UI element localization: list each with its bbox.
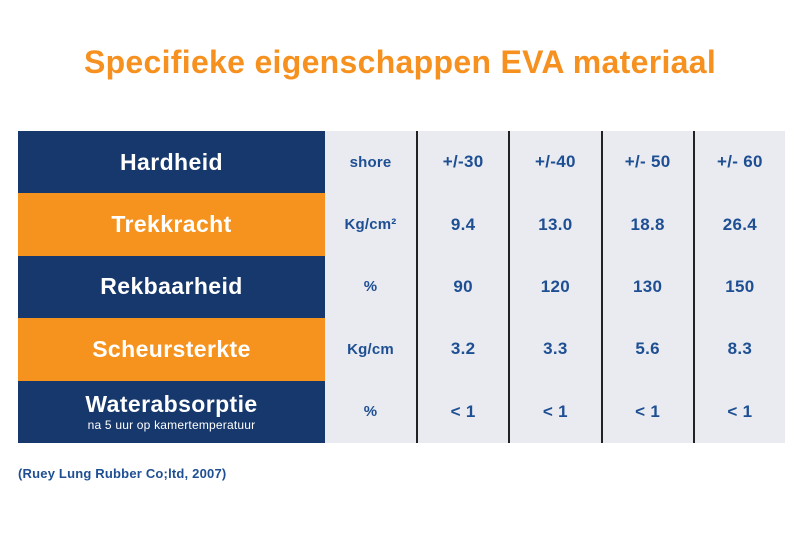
unit-cell: shore [325, 131, 416, 194]
row-label-text: Scheursterkte [92, 335, 251, 362]
unit-cell: Kg/cm [325, 318, 416, 381]
row-sublabel: na 5 uur op kamertemperatuur [87, 417, 256, 432]
row-label: Trekkracht [18, 193, 325, 256]
value-cell: < 1 [600, 380, 693, 443]
value-cell: +/- 50 [600, 131, 693, 194]
value-cell: 9.4 [416, 193, 509, 256]
row-label: Scheursterkte [18, 318, 325, 381]
unit-cell: Kg/cm² [325, 193, 416, 256]
value-cell: 18.8 [600, 193, 693, 256]
value-cell: +/-30 [416, 131, 509, 194]
value-cell: 3.2 [416, 318, 509, 381]
value-cell: 130 [600, 255, 693, 319]
value-cell: 13.0 [508, 193, 601, 256]
page-title: Specifieke eigenschappen EVA materiaal [83, 44, 717, 80]
value-cell: +/- 60 [692, 131, 785, 194]
value-cell: 5.6 [600, 318, 693, 381]
value-cell: 26.4 [692, 193, 785, 256]
row-label-text: Waterabsorptie [85, 390, 258, 417]
row-label: Waterabsorptie na 5 uur op kamertemperatu… [18, 380, 325, 443]
value-cell: < 1 [416, 380, 509, 443]
source-citation: (Ruey Lung Rubber Co;ltd, 2007) [18, 466, 227, 481]
row-label-text: Trekkracht [111, 210, 232, 237]
row-label: Hardheid [18, 131, 325, 194]
value-cell: 8.3 [692, 318, 785, 381]
value-cell: 90 [416, 255, 509, 319]
value-cell: 120 [508, 255, 601, 319]
value-cell: < 1 [692, 380, 785, 443]
value-cell: 3.3 [508, 318, 601, 381]
value-cell: +/-40 [508, 131, 601, 194]
unit-cell: % [325, 380, 416, 443]
eva-properties-table: Hardheid shore +/-30 +/-40 +/- 50 +/- 60 Trekk… [18, 131, 785, 443]
value-cell: < 1 [508, 380, 601, 443]
unit-cell: % [325, 255, 416, 319]
row-label-text: Rekbaarheid [100, 273, 243, 300]
row-label: Rekbaarheid [18, 255, 325, 319]
value-cell: 150 [692, 255, 785, 319]
row-label-text: Hardheid [120, 148, 223, 175]
